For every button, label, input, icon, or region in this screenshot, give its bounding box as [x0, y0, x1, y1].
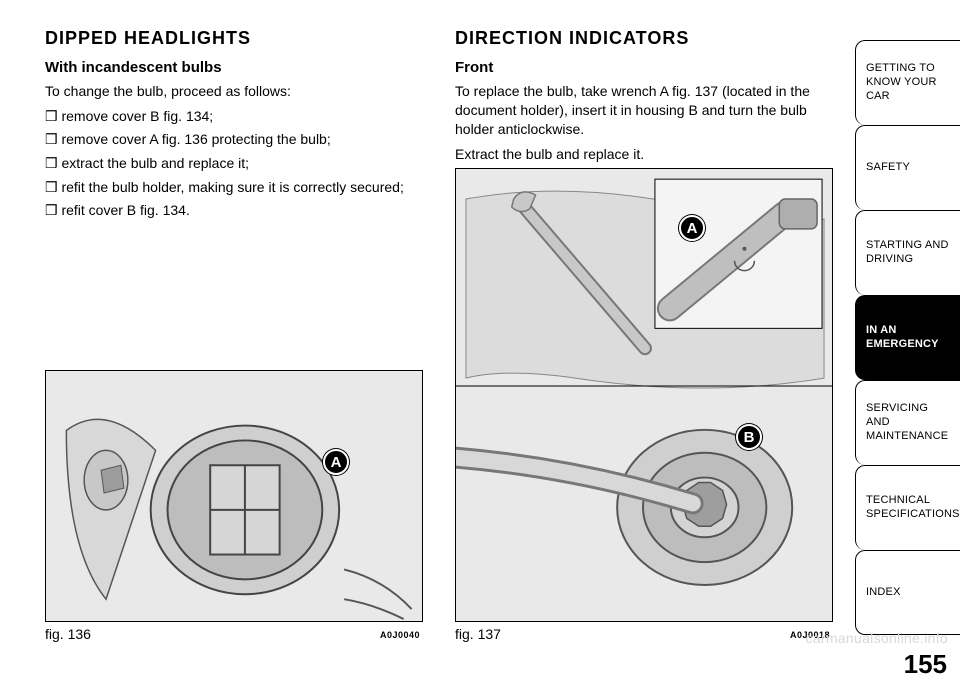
tab-technical-specs[interactable]: TECHNICAL SPECIFICATIONS [855, 465, 960, 550]
tab-getting-to-know[interactable]: GETTING TO KNOW YOUR CAR [855, 40, 960, 125]
tab-label: SAFETY [866, 161, 910, 175]
left-bullet: remove cover A fig. 136 protecting the b… [45, 130, 425, 150]
section-tabs: GETTING TO KNOW YOUR CAR SAFETY STARTING… [855, 40, 960, 635]
tab-in-an-emergency[interactable]: IN AN EMERGENCY [855, 295, 960, 380]
figure-136-caption: fig. 136 [45, 626, 91, 642]
tab-label: INDEX [866, 586, 901, 600]
right-title: DIRECTION INDICATORS [455, 28, 835, 49]
right-subhead: Front [455, 59, 835, 76]
tab-label: IN AN EMERGENCY [866, 324, 954, 352]
right-para1: To replace the bulb, take wrench A fig. … [455, 82, 835, 139]
left-title: DIPPED HEADLIGHTS [45, 28, 425, 49]
tab-label: GETTING TO KNOW YOUR CAR [866, 62, 954, 103]
tab-index[interactable]: INDEX [855, 550, 960, 635]
right-para2: Extract the bulb and replace it. [455, 145, 835, 164]
left-intro: To change the bulb, proceed as follows: [45, 82, 425, 101]
left-bullet: remove cover B fig. 134; [45, 107, 425, 127]
tab-starting-driving[interactable]: STARTING AND DRIVING [855, 210, 960, 295]
tab-label: STARTING AND DRIVING [866, 239, 954, 267]
left-bullet: refit the bulb holder, making sure it is… [45, 178, 425, 198]
watermark: carmanualsonline.info [806, 630, 949, 646]
tab-safety[interactable]: SAFETY [855, 125, 960, 210]
tab-label: TECHNICAL SPECIFICATIONS [866, 494, 960, 522]
tab-servicing-maintenance[interactable]: SERVICING AND MAINTENANCE [855, 380, 960, 465]
callout-a: A [323, 449, 349, 475]
figure-136: A [45, 370, 423, 622]
figure-137-caption: fig. 137 [455, 626, 501, 642]
left-column: DIPPED HEADLIGHTS With incandescent bulb… [45, 28, 425, 225]
callout-a: A [679, 215, 705, 241]
figure-136-illustration [46, 371, 422, 621]
left-subhead: With incandescent bulbs [45, 59, 425, 76]
page-number: 155 [904, 649, 947, 680]
left-bullet: refit cover B fig. 134. [45, 201, 425, 221]
figure-136-code: A0J0040 [380, 630, 420, 640]
manual-page: DIPPED HEADLIGHTS With incandescent bulb… [0, 0, 960, 686]
figure-137-illustration [456, 169, 832, 621]
left-bullet: extract the bulb and replace it; [45, 154, 425, 174]
figure-137: A B [455, 168, 833, 622]
tab-label: SERVICING AND MAINTENANCE [866, 402, 954, 443]
callout-b: B [736, 424, 762, 450]
